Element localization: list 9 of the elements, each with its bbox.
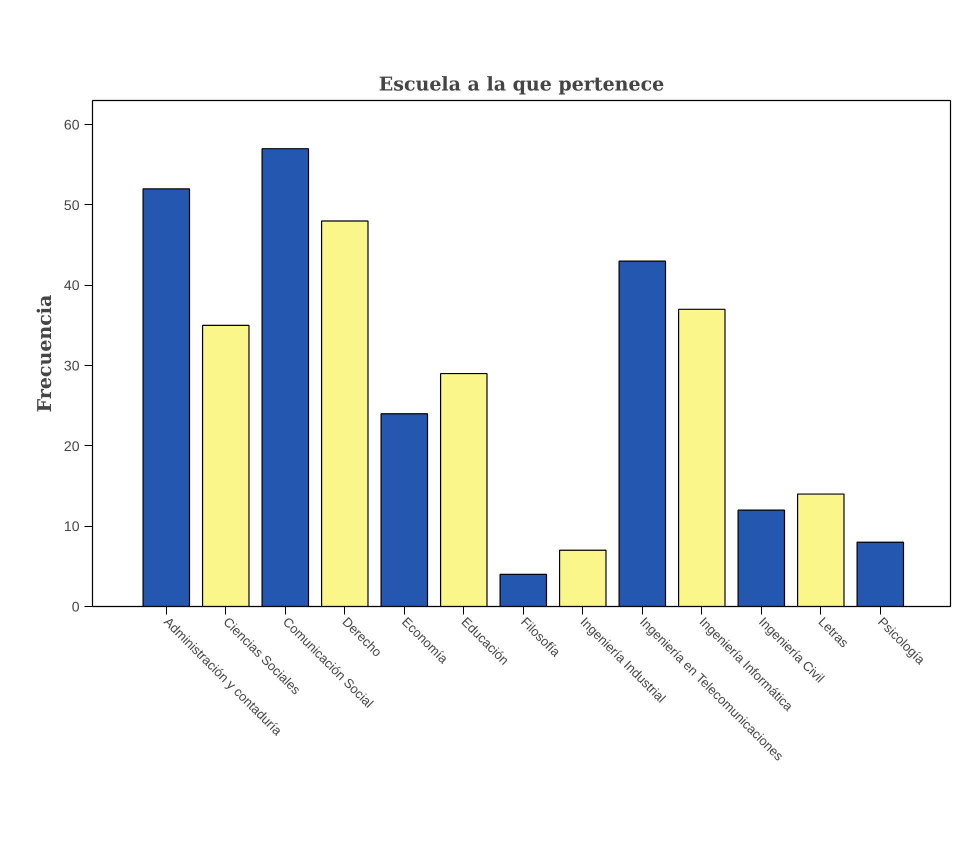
y-axis-title: Frecuencia [34, 294, 56, 412]
y-tick-label: 20 [64, 438, 80, 454]
y-tick-label: 40 [64, 277, 80, 294]
chart-title: Escuela a la que pertenece [378, 74, 664, 96]
y-tick-label: 30 [64, 358, 80, 374]
y-tick-label: 60 [64, 116, 80, 133]
y-tick-label: 50 [64, 196, 80, 213]
y-tick-label: 10 [64, 518, 80, 534]
y-tick-label: 0 [72, 598, 80, 614]
